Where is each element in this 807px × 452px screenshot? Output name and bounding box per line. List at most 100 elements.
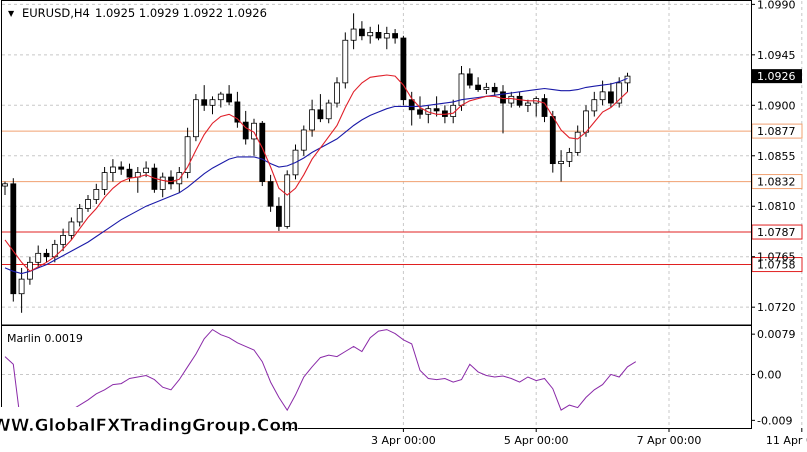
- candle[interactable]: [259, 121, 266, 187]
- candle-body-bull: [284, 174, 291, 227]
- candle[interactable]: [558, 150, 564, 182]
- candle[interactable]: [76, 203, 83, 227]
- candle[interactable]: [60, 228, 66, 252]
- ohlc-readout: 1.0925 1.0929 1.0922 1.0926: [95, 6, 267, 20]
- candle-body-bear: [168, 176, 174, 185]
- candle[interactable]: [159, 172, 166, 198]
- candle[interactable]: [375, 24, 382, 41]
- horizontal-levels: 1.0877 1.0832 1.0787 1.0758: [2, 123, 803, 273]
- candle[interactable]: [35, 245, 42, 268]
- candle[interactable]: [433, 96, 440, 117]
- candle[interactable]: [400, 35, 407, 106]
- candle[interactable]: [267, 174, 274, 212]
- candle[interactable]: [566, 147, 573, 167]
- candle[interactable]: [110, 159, 116, 182]
- candle[interactable]: [184, 127, 191, 179]
- candle[interactable]: [234, 91, 241, 128]
- candle[interactable]: [483, 82, 490, 95]
- candle[interactable]: [475, 77, 482, 92]
- candle[interactable]: [525, 99, 531, 113]
- candle[interactable]: [358, 21, 365, 41]
- price-tick-label: 1.0900: [757, 99, 796, 112]
- candle-body-bear: [608, 91, 614, 104]
- candle-body-bear: [126, 168, 133, 178]
- marlin-series: [4, 328, 637, 433]
- indicator-tick-label: 0.0079: [757, 328, 796, 341]
- candle[interactable]: [10, 178, 17, 302]
- candle-body-bear: [43, 252, 50, 258]
- candle[interactable]: [508, 91, 515, 108]
- candle-body-bull: [18, 278, 25, 295]
- candle-body-bear: [267, 181, 274, 207]
- candle[interactable]: [176, 166, 183, 193]
- candle-body-bear: [516, 95, 523, 106]
- candle-body-bear: [10, 183, 17, 295]
- candle-body-bull: [192, 99, 199, 138]
- candle[interactable]: [383, 26, 390, 50]
- candle[interactable]: [466, 68, 473, 89]
- candle[interactable]: [300, 125, 307, 156]
- candle[interactable]: [491, 82, 498, 97]
- candle[interactable]: [325, 99, 332, 124]
- candle-body-bull: [35, 252, 42, 263]
- price-tick-label: 1.0990: [757, 0, 796, 11]
- candle[interactable]: [608, 82, 614, 108]
- candle[interactable]: [192, 94, 199, 142]
- candle[interactable]: [18, 267, 25, 313]
- candle[interactable]: [392, 29, 399, 44]
- candle-body-bull: [574, 131, 581, 153]
- candle-body-bull: [591, 99, 598, 112]
- candles[interactable]: [2, 13, 631, 313]
- candle[interactable]: [226, 85, 233, 106]
- ma-fast-line: [4, 74, 628, 272]
- candle[interactable]: [408, 91, 415, 126]
- candle[interactable]: [591, 91, 598, 117]
- axis-labels: 1.09901.09451.09001.08551.08101.07651.07…: [371, 0, 807, 447]
- candle[interactable]: [93, 183, 100, 204]
- current-price-tag: [752, 69, 802, 84]
- time-tick-label: 7 Apr 00:00: [637, 434, 702, 447]
- candle[interactable]: [2, 181, 8, 196]
- candle-body-bull: [309, 109, 316, 131]
- candle-body-bear: [234, 101, 241, 123]
- candle[interactable]: [367, 26, 374, 44]
- candle[interactable]: [334, 77, 340, 108]
- candle-body-bull: [184, 136, 191, 173]
- candle[interactable]: [68, 217, 75, 240]
- price-tick-label: 1.0855: [757, 150, 796, 163]
- candle[interactable]: [209, 96, 216, 115]
- candle[interactable]: [342, 32, 349, 89]
- chart-menu-icon[interactable]: ▼: [8, 9, 15, 18]
- candle-body-bull: [143, 167, 150, 173]
- price-tick-label: 1.0945: [757, 49, 796, 62]
- indicator-panel-frame: [1, 325, 752, 429]
- candle[interactable]: [284, 170, 291, 229]
- candle[interactable]: [43, 248, 50, 263]
- candle[interactable]: [317, 94, 324, 123]
- watermark-box: [1, 407, 271, 440]
- candle-body-bear: [375, 32, 382, 39]
- candle-body-bull: [525, 102, 531, 106]
- candle-body-bull: [159, 176, 166, 190]
- candle[interactable]: [309, 99, 316, 137]
- candle[interactable]: [101, 166, 108, 196]
- candle-body-bull: [110, 166, 116, 173]
- candle[interactable]: [350, 13, 357, 50]
- candle-body-bear: [408, 99, 415, 111]
- candle[interactable]: [118, 161, 125, 175]
- time-tick-label: 3 Apr 00:00: [371, 434, 436, 447]
- candle-body-bull: [209, 99, 216, 106]
- candle-body-bull: [483, 86, 490, 91]
- candle[interactable]: [616, 77, 623, 108]
- candle[interactable]: [275, 197, 282, 231]
- moving-averages: [4, 74, 628, 275]
- candle-body-bear: [317, 109, 324, 120]
- candle[interactable]: [574, 125, 581, 156]
- candle[interactable]: [85, 195, 91, 212]
- candle-body-bull: [350, 28, 357, 41]
- candle-body-bull: [176, 172, 183, 185]
- candle-body-bull: [508, 95, 515, 104]
- candle[interactable]: [201, 85, 208, 111]
- candle[interactable]: [217, 91, 224, 108]
